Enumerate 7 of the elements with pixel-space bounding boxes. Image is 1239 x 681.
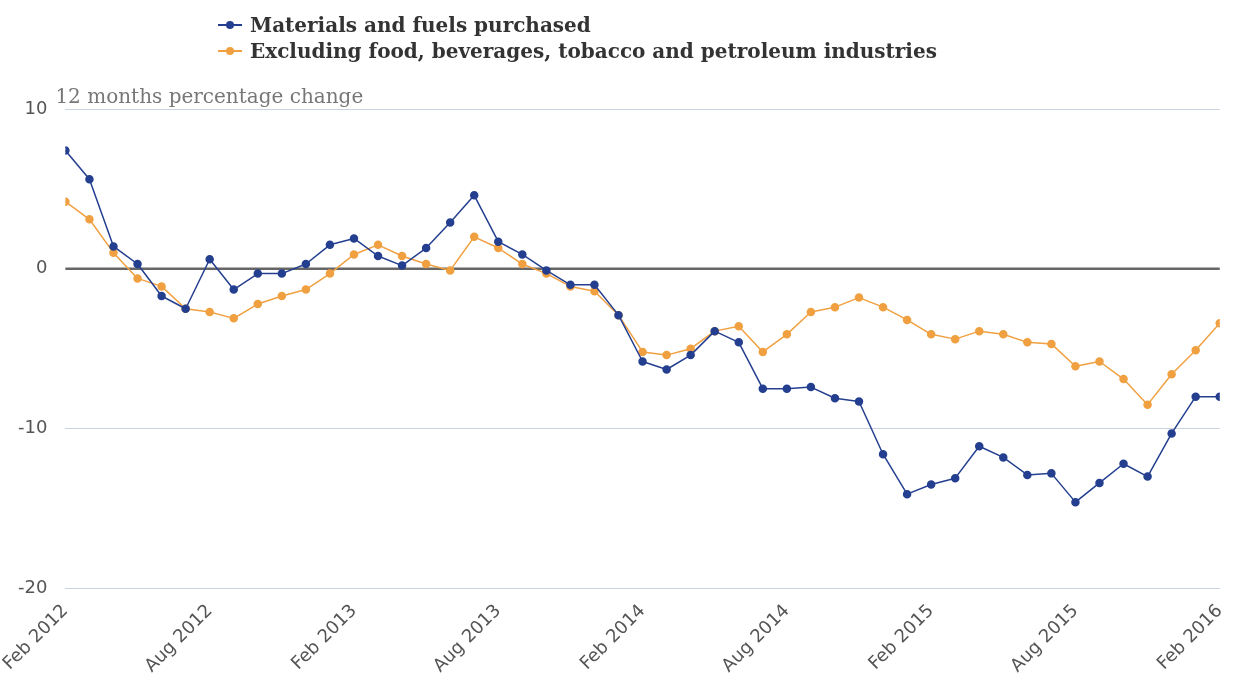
y-tick-label: 10 (24, 96, 48, 118)
legend-label: Excluding food, beverages, tobacco and petroleum industries (250, 39, 937, 63)
y-axis-title: 12 months percentage change (55, 84, 364, 109)
y-tick-label: 0 (35, 256, 48, 278)
legend-label: Materials and fuels purchased (250, 13, 591, 37)
y-tick-label: -10 (17, 416, 48, 438)
y-tick-label: -20 (17, 576, 48, 598)
